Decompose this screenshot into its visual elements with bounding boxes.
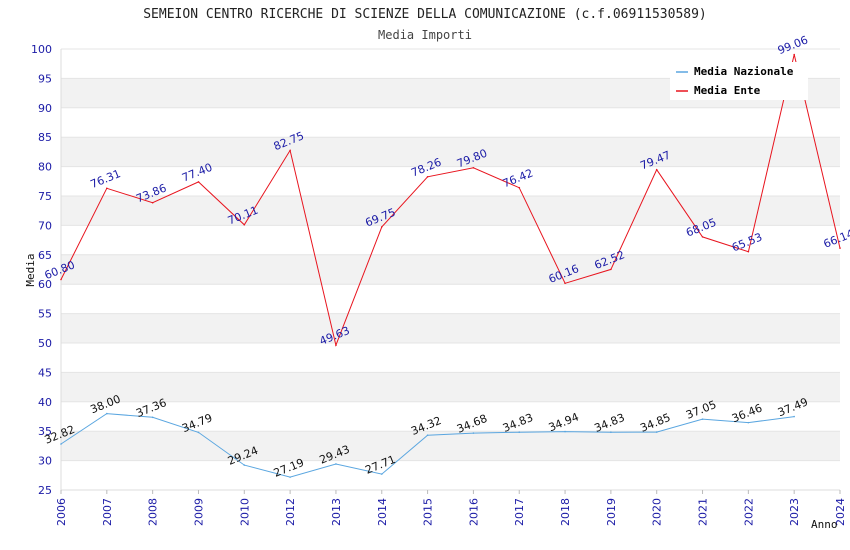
y-tick-label: 70 [38,219,52,232]
chart-subtitle: Media Importi [378,28,472,42]
y-tick-label: 45 [38,366,52,379]
legend-label-nazionale: Media Nazionale [694,65,794,78]
x-axis-label: Anno [811,518,838,531]
data-point [701,236,704,238]
grid-band [61,401,840,432]
grid-band [61,343,840,373]
y-tick-label: 80 [38,161,52,174]
data-point [335,344,337,346]
data-point [289,149,291,152]
legend: Media Nazionale Media Ente [670,62,808,100]
y-axis-ticks: 25 30 35 40 45 50 55 60 65 70 75 80 85 90 95 100 [31,43,52,497]
x-tick-label: 2022 [742,498,755,526]
grid-band [61,284,840,314]
x-tick-label: 2023 [788,498,801,526]
data-point [151,201,154,204]
legend-box [670,62,808,100]
x-tick-label: 2019 [605,498,618,526]
y-tick-label: 35 [38,425,52,438]
data-point [655,168,658,171]
x-tick-label: 2008 [147,498,160,526]
legend-label-ente: Media Ente [694,84,761,97]
data-point [472,166,475,169]
x-tick-label: 2010 [238,498,251,526]
y-tick-label: 75 [38,190,52,203]
y-tick-label: 90 [38,102,52,115]
data-point [197,181,200,183]
y-tick-label: 100 [31,43,52,56]
grid-band [61,313,840,343]
y-tick-label: 50 [38,337,52,350]
data-point [518,431,521,433]
data-point [701,418,704,420]
data-point [747,421,750,424]
x-tick-label: 2014 [376,498,389,526]
data-point [380,473,383,475]
grid-band [61,431,840,461]
x-tick-label: 2013 [330,498,343,526]
data-point [518,186,521,189]
data-point [60,443,62,445]
data-point [106,187,108,190]
grid-band [61,460,840,490]
y-tick-label: 85 [38,131,52,144]
data-point [610,431,612,433]
grid-band [61,166,840,196]
y-tick-label: 25 [38,484,52,497]
x-tick-label: 2007 [101,498,114,526]
data-point [289,476,291,478]
chart-title: SEMEION CENTRO RICERCHE DI SCIENZE DELLA… [143,7,707,22]
data-point [60,278,62,281]
x-tick-label: 2018 [559,498,572,526]
data-point [243,223,246,226]
data-point [564,282,566,285]
data-point [151,416,154,419]
y-axis-label: Media [24,253,37,286]
y-tick-label: 60 [38,278,52,291]
grid-band [61,196,840,226]
data-point [197,431,200,434]
x-tick-label: 2012 [284,498,297,526]
grid-band [61,107,840,138]
data-point [243,464,246,466]
y-tick-label: 40 [38,396,52,409]
grid-band [61,254,840,285]
grid-bands [60,48,841,494]
data-point [610,268,612,271]
data-point [106,412,108,415]
data-point [655,431,658,433]
x-axis-ticks: 2006 2007 2008 2009 2010 2012 2013 2014 2015 2016… [55,498,847,526]
data-point [793,53,795,56]
data-point [564,430,566,433]
data-point [426,434,429,436]
grid-band [61,137,840,167]
x-tick-label: 2024 [834,498,847,526]
x-tick-label: 2009 [192,498,205,526]
y-tick-label: 55 [38,308,52,321]
y-tick-label: 65 [38,249,52,262]
series-line-media-ente [60,54,841,347]
y-tick-label: 30 [38,455,52,468]
grid-band [61,225,840,255]
data-point [793,415,795,418]
x-tick-label: 2020 [651,498,664,526]
data-point [839,247,841,249]
grid-band [61,372,840,402]
x-tick-label: 2015 [422,498,435,526]
data-point [472,432,475,434]
data-point [380,226,383,228]
data-point [426,176,429,178]
x-tick-label: 2006 [55,498,68,526]
data-point [747,250,750,253]
series-lines [60,53,841,478]
x-tick-label: 2021 [697,498,710,526]
data-point [335,463,337,465]
x-tick-label: 2017 [513,498,526,526]
x-tick-label: 2016 [467,498,480,526]
y-tick-label: 95 [38,72,52,85]
